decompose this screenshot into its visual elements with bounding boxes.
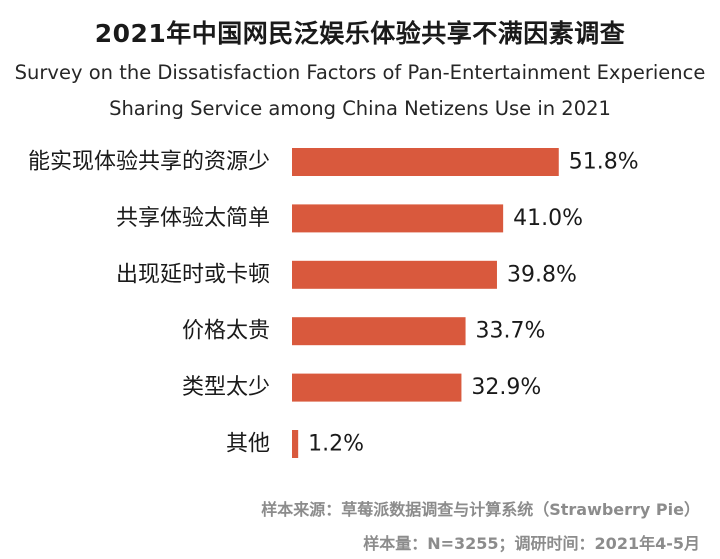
value-label: 33.7% bbox=[476, 319, 546, 344]
bar bbox=[292, 317, 466, 346]
chart-subtitle-line-2: Sharing Service among China Netizens Use… bbox=[109, 97, 611, 120]
category-label: 其他 bbox=[226, 432, 270, 457]
category-label: 类型太少 bbox=[182, 375, 270, 400]
bar bbox=[292, 204, 504, 233]
chart-title: 2021年中国网民泛娱乐体验共享不满因素调查 bbox=[94, 19, 626, 48]
category-label: 出现延时或卡顿 bbox=[116, 262, 270, 287]
footer-sample: 样本量：N=3255；调研时间：2021年4-5月 bbox=[363, 534, 700, 553]
category-label: 共享体验太简单 bbox=[116, 206, 270, 231]
chart-subtitle-line-1: Survey on the Dissatisfaction Factors of… bbox=[14, 61, 706, 84]
value-label: 1.2% bbox=[308, 432, 364, 457]
bar bbox=[292, 148, 559, 176]
category-label: 能实现体验共享的资源少 bbox=[28, 150, 270, 175]
value-label: 41.0% bbox=[513, 206, 583, 231]
category-label: 价格太贵 bbox=[182, 319, 270, 344]
value-label: 51.8% bbox=[569, 150, 639, 175]
bar bbox=[292, 430, 299, 458]
bar bbox=[292, 373, 462, 402]
value-label: 32.9% bbox=[471, 375, 541, 400]
bar bbox=[292, 260, 497, 289]
value-label: 39.8% bbox=[507, 262, 577, 287]
footer-source: 样本来源：草莓派数据调查与计算系统（Strawberry Pie） bbox=[261, 500, 700, 519]
